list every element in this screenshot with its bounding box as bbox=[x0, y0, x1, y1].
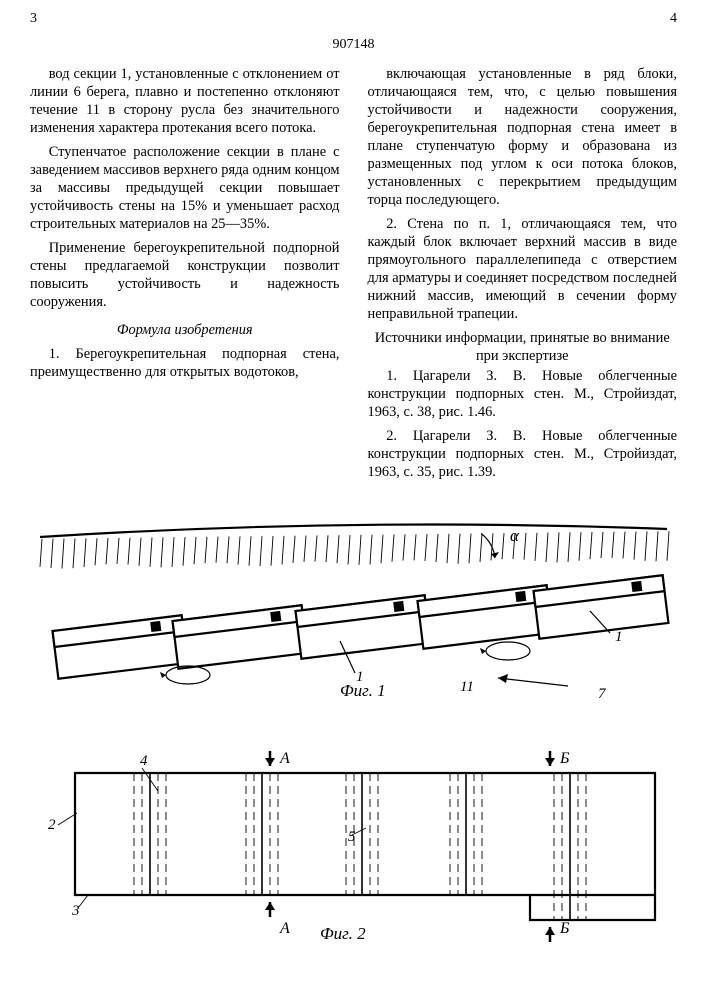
paragraph: Ступенчатое расположение секции в плане … bbox=[30, 143, 340, 233]
svg-text:Фиг. 1: Фиг. 1 bbox=[340, 681, 386, 700]
svg-text:4: 4 bbox=[140, 753, 148, 769]
reference: 1. Цагарели З. В. Новые облегченные конс… bbox=[368, 367, 678, 421]
right-page-number: 4 bbox=[670, 10, 677, 28]
svg-text:А: А bbox=[279, 750, 290, 767]
svg-text:3: 3 bbox=[71, 903, 80, 919]
claim-continuation: включающая установленные в ряд блоки, от… bbox=[368, 65, 678, 209]
svg-text:А: А bbox=[279, 920, 290, 937]
right-column: включающая установленные в ряд блоки, от… bbox=[368, 65, 678, 487]
document-number: 907148 bbox=[30, 36, 677, 54]
svg-text:α: α bbox=[510, 526, 520, 545]
left-page-number: 3 bbox=[30, 10, 37, 28]
svg-text:Б: Б bbox=[559, 920, 570, 937]
paragraph: Применение берегоукрепительной подпорной… bbox=[30, 239, 340, 311]
svg-text:Фиг. 2: Фиг. 2 bbox=[320, 924, 366, 943]
figures-area: α11117Фиг. 1 ААББ4235Фиг. 2 bbox=[30, 513, 677, 953]
svg-text:5: 5 bbox=[348, 829, 356, 845]
figure-2: А А Б Б 4 2 3 5 Фиг. 2 bbox=[30, 733, 677, 953]
reference: 2. Цагарели З. В. Новые облегченные конс… bbox=[368, 427, 678, 481]
claim: 1. Берегоукрепительная подпорная стена, … bbox=[30, 345, 340, 381]
references-heading: Источники информации, принятые во вниман… bbox=[368, 329, 678, 365]
svg-text:7: 7 bbox=[598, 686, 607, 702]
text-columns: вод секции 1, установленные с отклонение… bbox=[30, 65, 677, 487]
svg-text:Б: Б bbox=[559, 750, 570, 767]
svg-text:1: 1 bbox=[615, 629, 623, 645]
left-column: вод секции 1, установленные с отклонение… bbox=[30, 65, 340, 487]
svg-text:11: 11 bbox=[460, 679, 474, 695]
svg-text:2: 2 bbox=[48, 817, 56, 833]
figure-1: α11117Фиг. 1 bbox=[30, 513, 677, 703]
claims-heading: Формула изобретения bbox=[30, 321, 340, 339]
claim: 2. Стена по п. 1, отличающаяся тем, что … bbox=[368, 215, 678, 323]
paragraph: вод секции 1, установленные с отклонение… bbox=[30, 65, 340, 137]
